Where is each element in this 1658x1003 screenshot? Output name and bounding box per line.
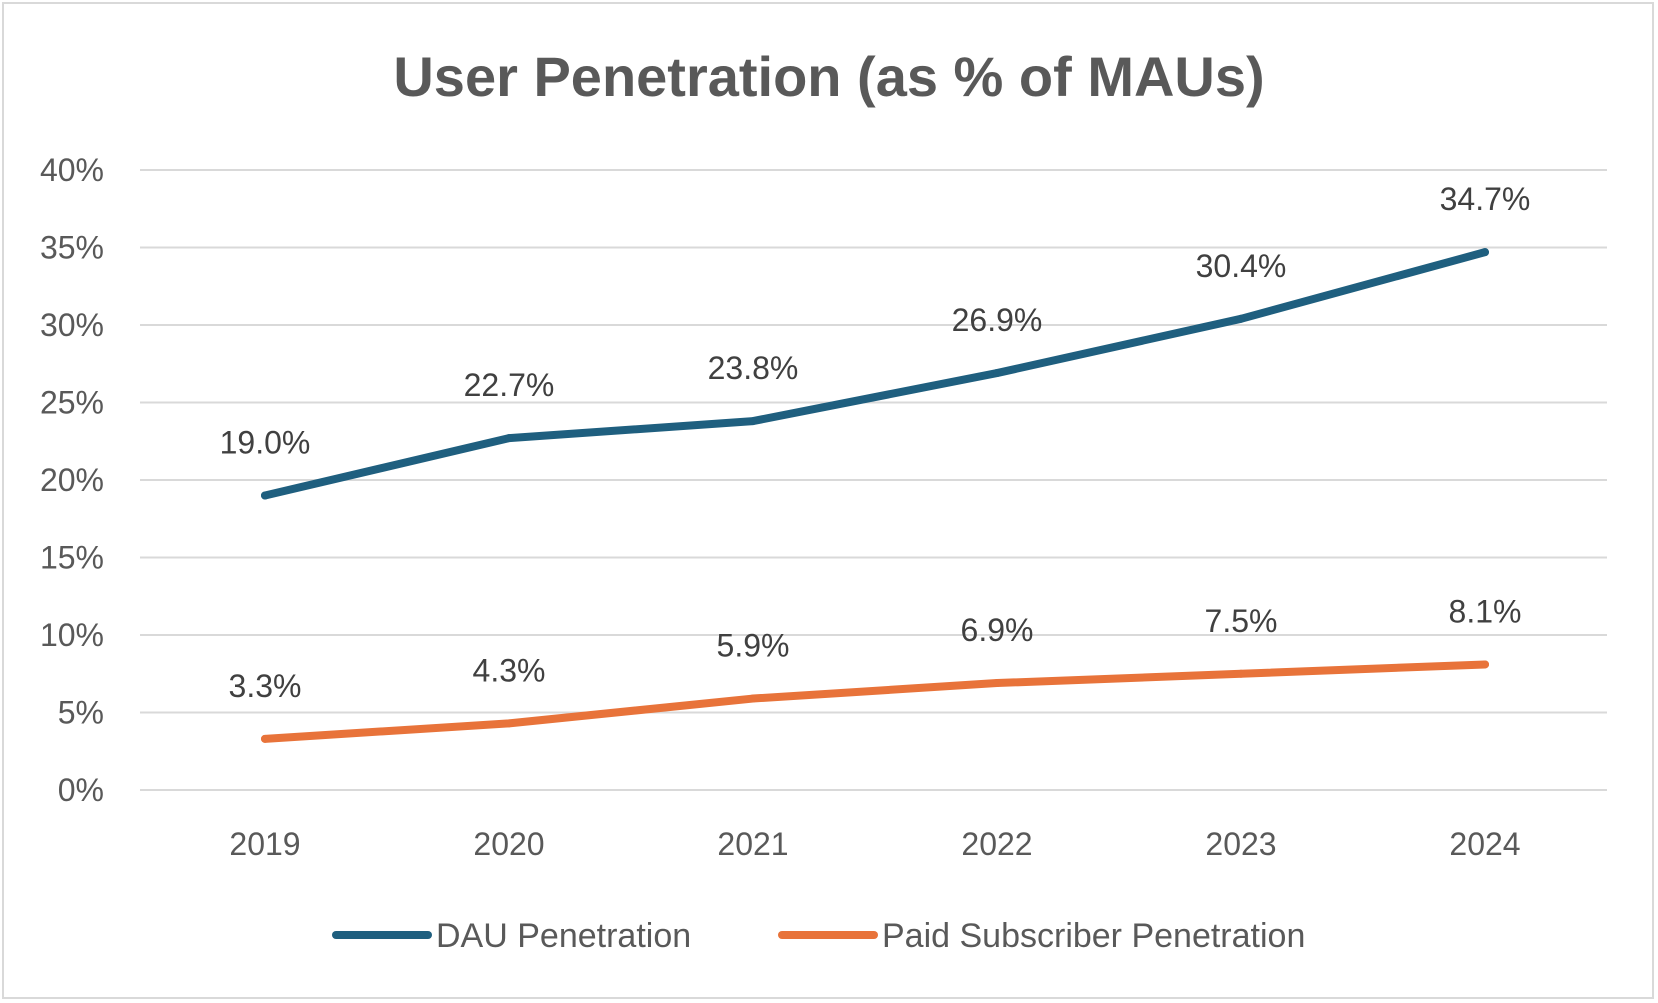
y-tick-label: 40%	[40, 152, 104, 188]
x-tick-label: 2023	[1205, 826, 1276, 862]
data-label: 26.9%	[952, 302, 1043, 338]
chart-title: User Penetration (as % of MAUs)	[393, 45, 1264, 108]
data-label: 19.0%	[220, 425, 311, 461]
y-tick-label: 15%	[40, 540, 104, 576]
x-tick-label: 2022	[961, 826, 1032, 862]
x-tick-label: 2020	[473, 826, 544, 862]
data-point	[261, 734, 269, 743]
data-point	[505, 719, 513, 728]
data-point	[993, 369, 1001, 378]
data-label: 7.5%	[1205, 603, 1278, 639]
series-line-dau-penetration	[261, 248, 1489, 500]
y-tick-label: 0%	[58, 772, 104, 808]
x-tick-label: 2021	[717, 826, 788, 862]
data-label: 23.8%	[708, 350, 799, 386]
data-labels: 19.0% 22.7% 23.8% 26.9% 30.4% 34.7% 3.3% 4.3% 5.…	[220, 181, 1531, 704]
data-point	[993, 679, 1001, 688]
data-point	[1481, 248, 1489, 257]
data-label: 3.3%	[229, 668, 302, 704]
y-tick-label: 10%	[40, 617, 104, 653]
data-point	[1237, 314, 1245, 323]
legend-label: Paid Subscriber Penetration	[882, 917, 1305, 955]
data-point	[1237, 669, 1245, 678]
y-axis-tick-labels: 0% 5% 10% 15% 20% 25% 30% 35% 40%	[40, 152, 104, 808]
data-point	[749, 694, 757, 703]
series-lines	[261, 248, 1489, 743]
legend: DAU Penetration Paid Subscriber Penetrati…	[332, 917, 1305, 955]
x-tick-label: 2024	[1449, 826, 1520, 862]
y-tick-label: 35%	[40, 230, 104, 266]
data-point	[261, 491, 269, 500]
data-label: 8.1%	[1449, 593, 1522, 629]
gridlines	[140, 169, 1607, 791]
y-tick-label: 20%	[40, 462, 104, 498]
data-label: 34.7%	[1440, 181, 1531, 217]
x-axis-tick-labels: 2019 2020 2021 2022 2023 2024	[229, 826, 1520, 862]
data-label: 4.3%	[473, 652, 546, 688]
legend-label: DAU Penetration	[436, 917, 691, 955]
series-line-paid-subscriber-penetration	[261, 660, 1489, 743]
data-label: 22.7%	[464, 367, 555, 403]
data-point	[505, 434, 513, 443]
data-label: 6.9%	[961, 612, 1034, 648]
x-tick-label: 2019	[229, 826, 300, 862]
y-tick-label: 25%	[40, 385, 104, 421]
data-point	[749, 417, 757, 426]
data-point	[1481, 660, 1489, 669]
y-tick-label: 30%	[40, 307, 104, 343]
data-label: 30.4%	[1196, 248, 1287, 284]
y-tick-label: 5%	[58, 695, 104, 731]
data-label: 5.9%	[717, 628, 790, 664]
